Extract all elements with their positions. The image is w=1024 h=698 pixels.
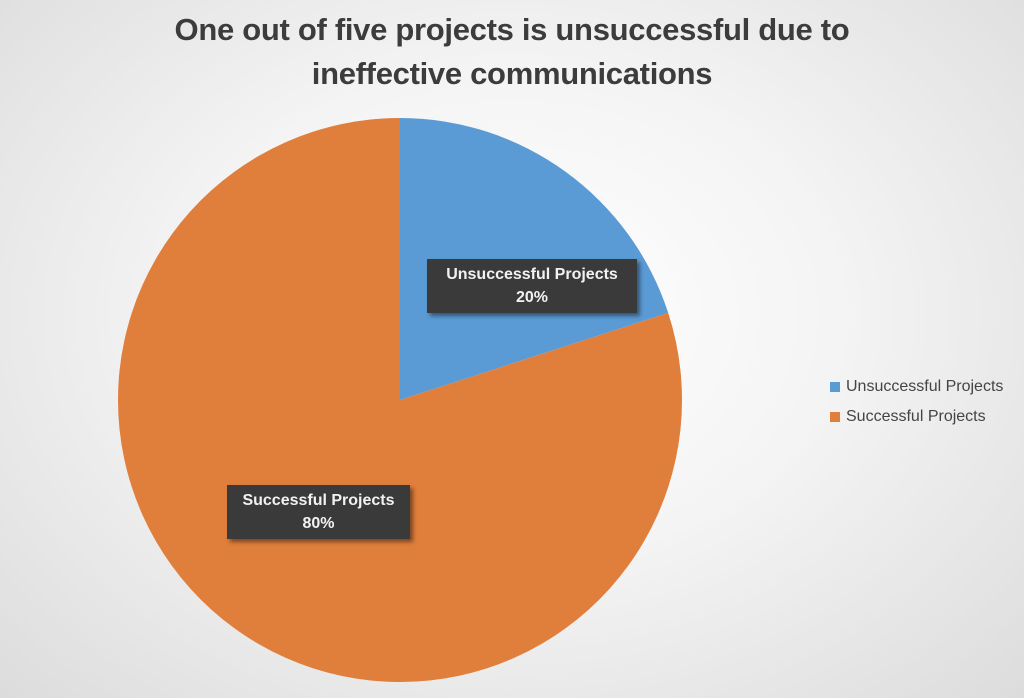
legend-label-successful: Successful Projects (846, 408, 986, 425)
data-label-unsuccessful-value: 20% (515, 289, 549, 306)
legend-swatch-orange-icon (830, 412, 840, 422)
legend-label-unsuccessful: Unsuccessful Projects (846, 378, 1004, 395)
pie-slice-successful-projects (117, 118, 683, 683)
legend-swatch-blue-icon (830, 382, 840, 392)
data-label-unsuccessful-name: Unsuccessful Projects (446, 266, 618, 283)
chart-title-line-2: ineffective communications (311, 56, 713, 91)
legend-item-successful: Successful Projects (830, 402, 1003, 432)
data-label-successful-name: Successful Projects (242, 492, 395, 509)
chart-title: One out of five projects is unsuccessful… (0, 8, 1024, 96)
data-label-successful-value: 80% (302, 515, 335, 532)
chart-title-line-1: One out of five projects is unsuccessful… (174, 12, 850, 47)
legend-item-unsuccessful: Unsuccessful Projects (830, 372, 1003, 402)
data-label-successful: Successful Projects 80% (227, 485, 410, 539)
chart-legend: Unsuccessful Projects Successful Project… (830, 372, 1003, 432)
data-label-unsuccessful: Unsuccessful Projects 20% (427, 259, 637, 313)
